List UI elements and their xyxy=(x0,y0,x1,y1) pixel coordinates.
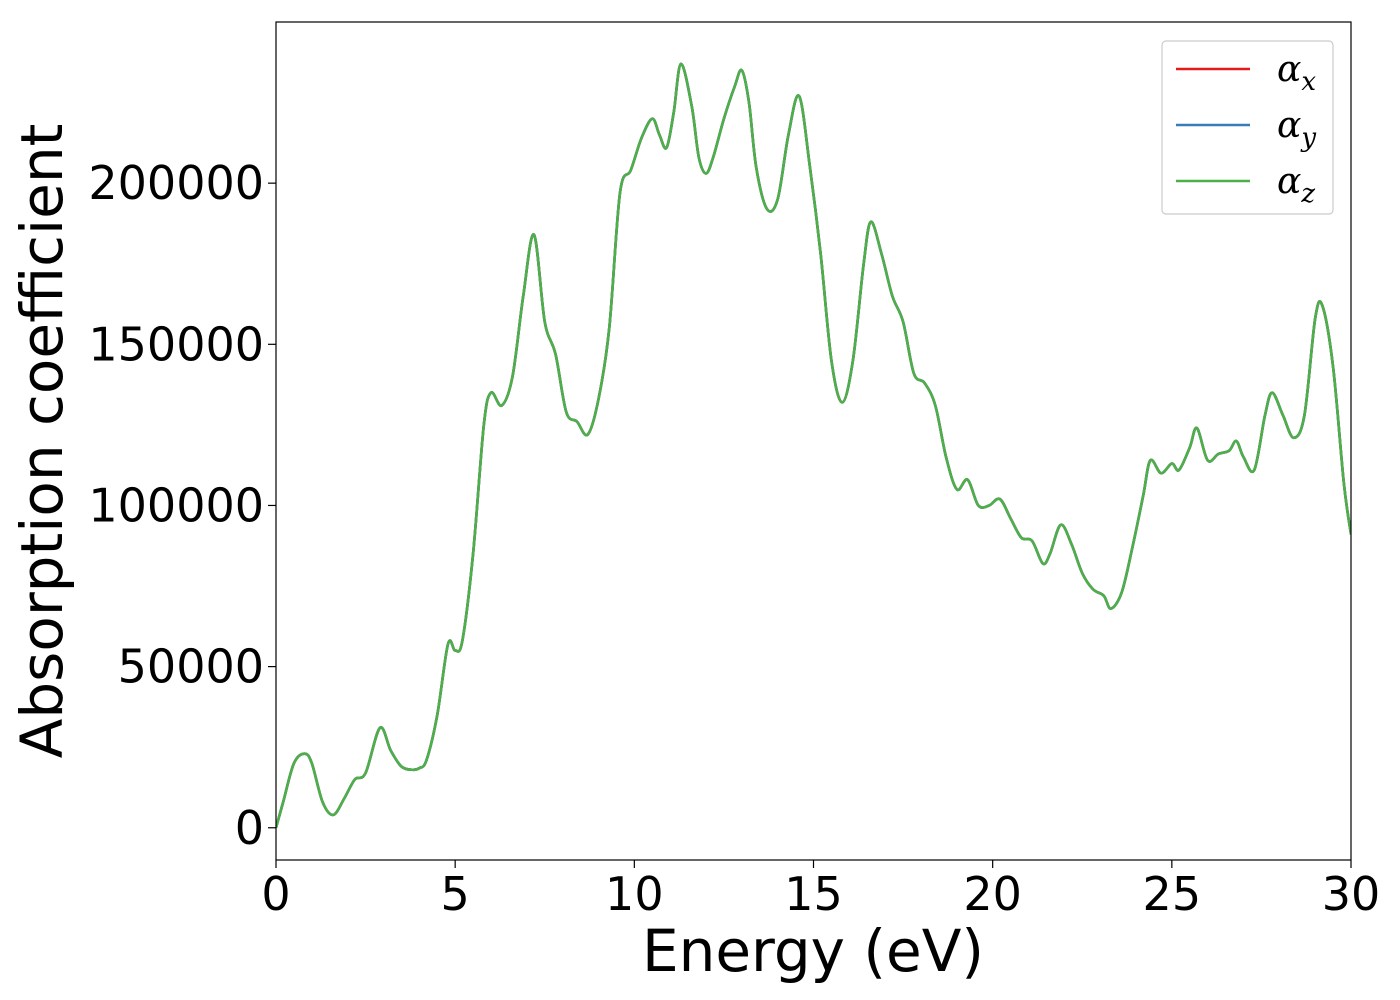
x-tick-label: 30 xyxy=(1322,867,1381,921)
x-tick-label: 25 xyxy=(1143,867,1202,921)
y-tick-label: 100000 xyxy=(88,478,264,532)
legend-subscript: z xyxy=(1300,179,1315,209)
y-tick-label: 0 xyxy=(235,801,264,855)
y-axis: 0 50000 100000 150000 200000 xyxy=(88,156,276,855)
series-line-z xyxy=(276,62,1351,829)
x-axis-title: Energy (eV) xyxy=(642,917,984,985)
x-tick-label: 5 xyxy=(441,867,470,921)
y-tick-label: 200000 xyxy=(88,156,264,210)
x-tick-label: 0 xyxy=(261,867,290,921)
legend-box xyxy=(1161,40,1334,215)
legend-label-x: αx xyxy=(1277,49,1316,97)
legend-label-y: αy xyxy=(1277,105,1316,153)
y-axis-title: Absorption coefficient xyxy=(8,124,76,759)
y-tick-label: 150000 xyxy=(88,317,264,371)
legend-symbol: α xyxy=(1277,49,1301,90)
legend-label-z: αz xyxy=(1277,161,1315,209)
legend-symbol: α xyxy=(1277,105,1301,146)
legend-symbol: α xyxy=(1277,161,1301,202)
x-axis: 0 5 10 15 20 25 30 xyxy=(261,860,1380,921)
x-tick-label: 15 xyxy=(784,867,843,921)
x-tick-label: 10 xyxy=(605,867,664,921)
series-layer xyxy=(276,62,1351,829)
x-tick-label: 20 xyxy=(963,867,1022,921)
y-tick-label: 50000 xyxy=(118,640,264,694)
legend-subscript: x xyxy=(1301,67,1316,97)
legend-subscript: y xyxy=(1300,123,1316,153)
